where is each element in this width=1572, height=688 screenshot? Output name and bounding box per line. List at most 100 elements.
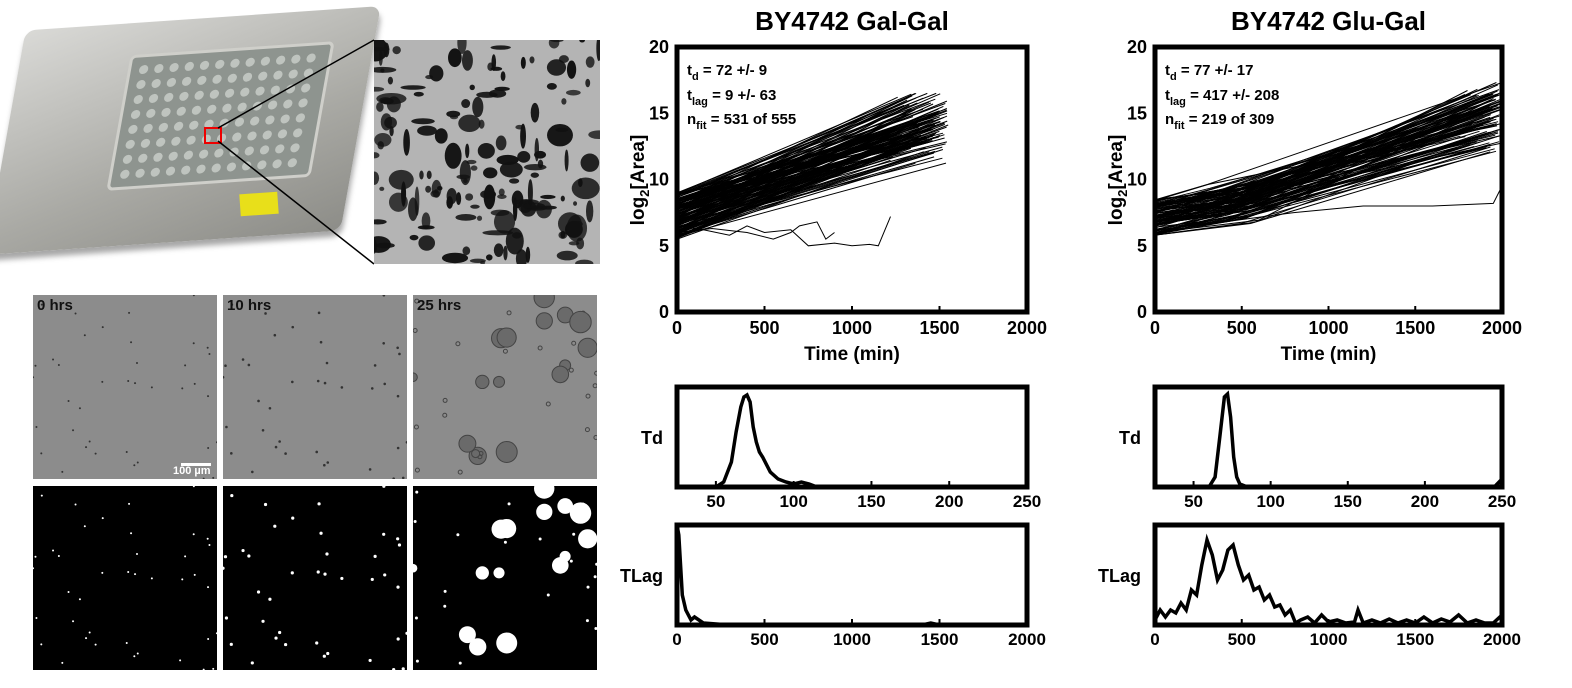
colony-mask [551,557,569,574]
growth-curve [676,119,900,198]
colony-blob [465,143,470,159]
cell-dot [207,395,210,398]
cell-mask [274,636,278,640]
y-tick-label: 5 [659,236,669,256]
cell-dot [383,382,387,386]
cell-mask [291,516,295,520]
cell-mask [101,571,104,574]
colony-blob [472,96,484,118]
cell-dot [274,445,278,449]
colony-mask [496,632,518,654]
colony-mask [479,642,483,646]
cell-mask [290,571,294,575]
cell-dot [150,386,153,389]
cell-mask [401,667,405,670]
growth-curve [676,136,927,201]
chart-1: 0 500 1000 1500 2000 0 5 10 15 20 BY4742 Glu-Gal Ti… [1106,6,1522,365]
cell-dot [323,463,326,467]
y-axis-label: log2[Area] [1106,135,1130,226]
colony [571,340,577,346]
cell-dot [323,381,327,385]
chart-5: 0 500 1000 1500 2000 TLag [1098,522,1521,649]
cell-mask [370,577,374,582]
cell-mask [128,502,131,505]
colony-blob [376,101,384,112]
x-axis-label: Time (min) [1281,344,1377,365]
cell-dot [284,452,287,455]
colony-blob [530,102,540,123]
chart-0: 0 500 1000 1500 2000 0 5 10 15 20 BY4742 Gal-Gal Ti… [628,6,1047,365]
cell-mask [74,503,77,506]
scale-bar-label: 100 µm [173,465,211,477]
cell-dot [192,295,195,297]
cell-mask [135,552,138,555]
colony-blob [457,40,467,54]
colony-blob [585,78,591,88]
annotation-td: td = 77 +/- 17 [1165,62,1253,83]
annotation-td: td = 72 +/- 9 [687,62,767,83]
colony-mask [458,626,476,644]
colony [475,374,490,390]
colony-blob [461,50,473,71]
x-tick-label: 500 [749,318,779,338]
colony-blob [546,83,557,90]
colony-blob [469,84,475,91]
cell-mask [134,573,137,576]
cell-mask [405,631,407,635]
colony-blob [425,185,432,193]
growth-curve [1154,104,1498,207]
colony-mask [546,593,550,597]
annotation-nfit: nfit = 219 of 309 [1165,111,1274,132]
cell-dot [207,447,210,450]
cell-mask [397,543,402,547]
cell-dot [273,333,277,337]
colony-blob [408,197,419,221]
cell-dot [264,312,267,315]
x-tick-label: 500 [750,630,778,649]
growth-curve [676,120,929,229]
colony-blob [558,55,569,63]
cell-dot [61,470,64,473]
micrograph-10hrs: 10 hrs [223,295,407,479]
colony-mask [443,604,447,608]
scale-bar [181,463,211,466]
cell-mask [212,667,215,670]
colony-blob [483,184,496,210]
colony-blob [540,194,556,200]
colony-blob [375,242,395,249]
colony [545,401,551,407]
cell-dot [133,464,136,467]
growth-curve-outlier [1154,185,1503,233]
colony-blob [387,76,394,85]
distribution-line [1153,533,1504,626]
cell-mask [207,586,210,589]
colony [413,424,419,430]
cell-dot [136,461,139,464]
colony-blob [374,171,380,185]
growth-curve [676,145,904,234]
cell-dot [94,452,97,455]
cell-mask [61,661,64,664]
colony-blob [455,214,477,221]
cell-mask [396,537,400,541]
colony-blob [586,200,594,223]
cell-mask [315,641,319,645]
colony-mask [503,540,507,544]
colony-blob [520,123,526,149]
cell-dot [368,468,372,471]
annotation-tlag: tlag = 9 +/- 63 [687,87,776,108]
colony-blob [374,86,385,92]
cell-dot [78,407,81,410]
cell-mask [192,486,195,488]
colony [592,383,597,389]
cell-mask [40,494,43,497]
colony-blob [384,116,397,129]
colony-mask [586,585,590,589]
colony-blob [477,142,495,159]
growth-curve [1154,90,1468,212]
cell-dot [316,379,320,383]
colony-blob [418,235,436,251]
colony-mask [569,502,592,524]
cell-mask [223,555,228,559]
cell-dot [251,470,254,474]
